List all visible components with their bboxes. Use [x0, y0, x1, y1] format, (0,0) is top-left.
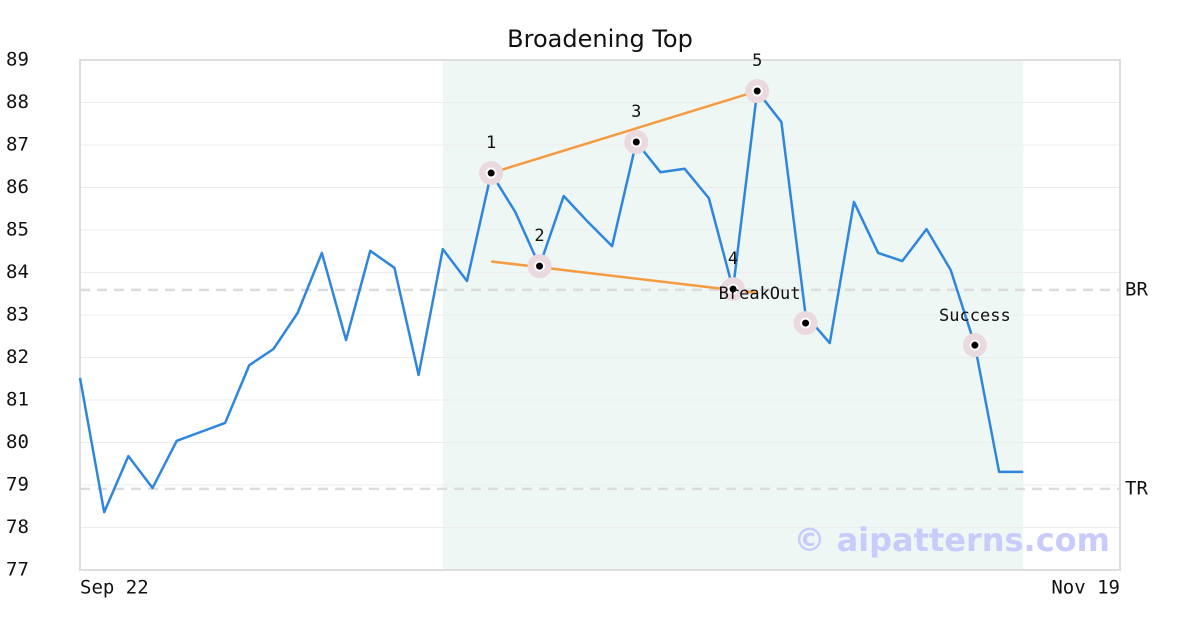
y-tick-label: 78 [6, 516, 29, 538]
point-dot [534, 260, 546, 272]
point-label: 5 [752, 51, 762, 71]
y-tick-label: 80 [6, 431, 29, 453]
chart-title: Broadening Top [507, 25, 693, 53]
x-tick-label: Sep 22 [80, 577, 149, 599]
y-tick-label: 88 [6, 91, 29, 113]
point-label: 4 [728, 249, 738, 269]
level-label: TR [1125, 477, 1148, 499]
y-tick-label: 84 [6, 261, 29, 283]
watermark: © aipatterns.com [793, 521, 1110, 559]
y-tick-label: 77 [6, 559, 29, 581]
plot-frame [79, 59, 1121, 571]
y-tick-label: 89 [6, 49, 29, 71]
y-tick-label: 79 [6, 474, 29, 496]
point-dot [969, 339, 981, 351]
point-dot [485, 167, 497, 179]
point-label: BreakOut [719, 284, 801, 304]
y-tick-label: 82 [6, 346, 29, 368]
point-dot [800, 317, 812, 329]
point-dot [751, 85, 763, 97]
x-tick-label: Nov 19 [1051, 577, 1120, 599]
y-tick-label: 87 [6, 134, 29, 156]
price-line [78, 89, 1024, 514]
point-label: 1 [486, 133, 496, 153]
point-label: 3 [631, 102, 641, 122]
point-dot [630, 136, 642, 148]
y-tick-label: 81 [6, 389, 29, 411]
y-tick-label: 86 [6, 176, 29, 198]
point-label: 2 [534, 226, 544, 246]
point-label: Success [939, 306, 1011, 326]
trendline [490, 89, 758, 175]
y-tick-label: 85 [6, 219, 29, 241]
point-dot [727, 283, 739, 295]
y-tick-label: 83 [6, 304, 29, 326]
level-label: BR [1125, 278, 1148, 300]
